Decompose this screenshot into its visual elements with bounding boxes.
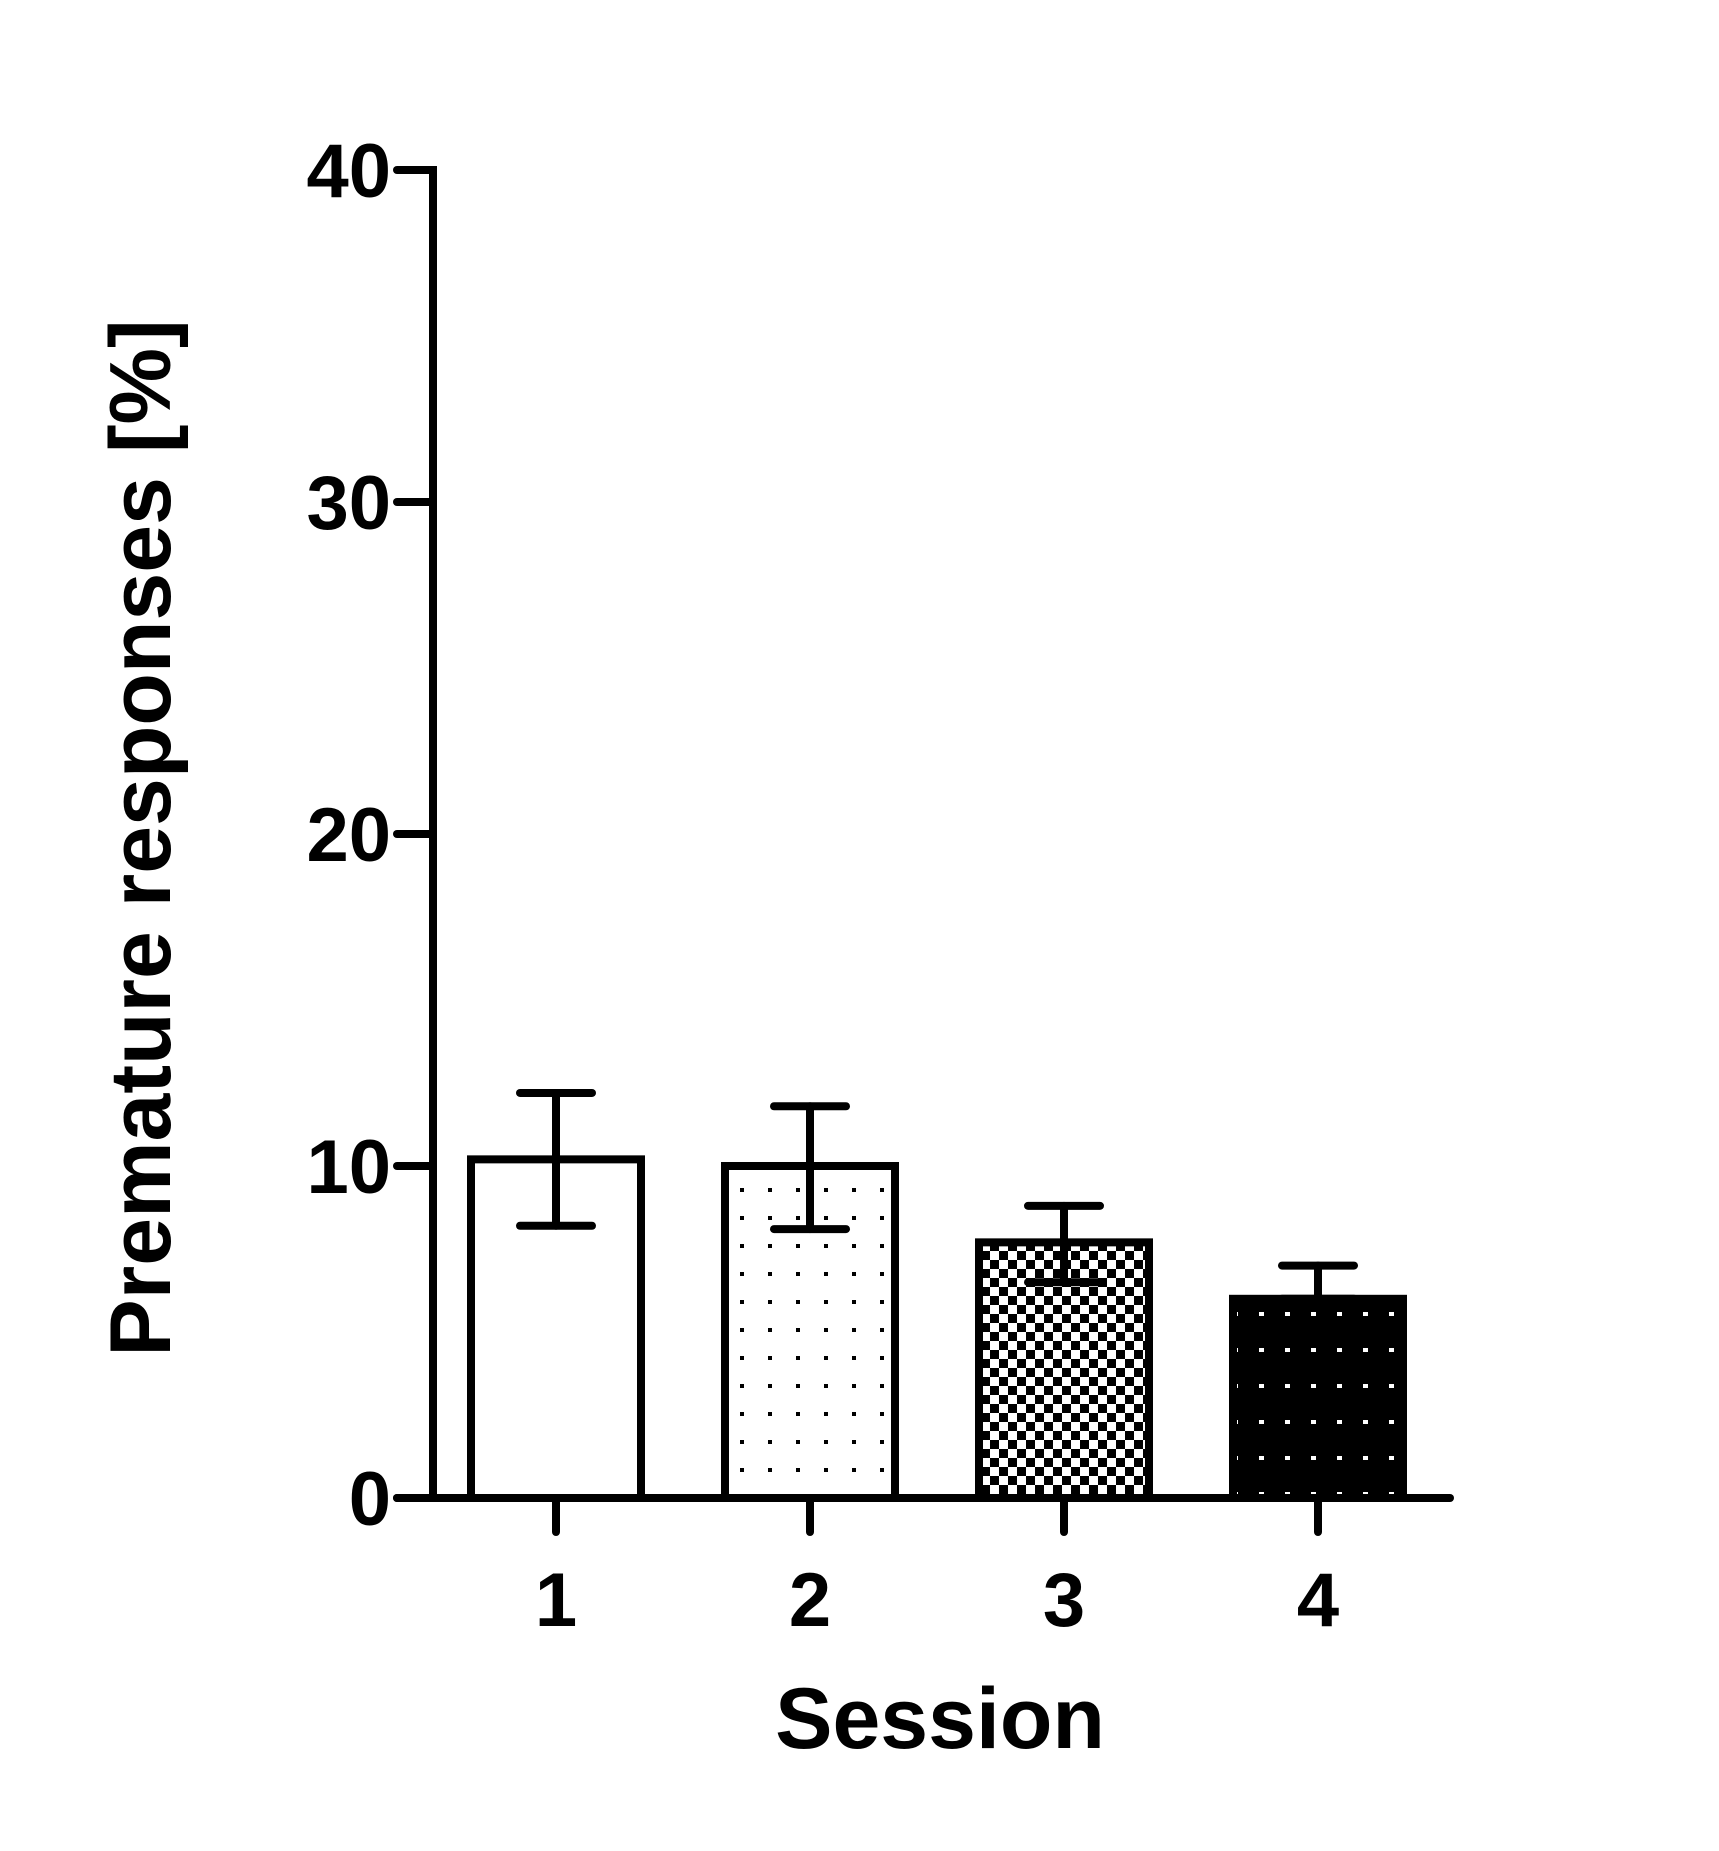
x-tick-labels: 1 2 3 4	[535, 1558, 1339, 1643]
x-axis-label: Session	[775, 1671, 1105, 1767]
y-tick-labels: 0 10 20 30 40	[306, 129, 391, 1542]
y-axis	[393, 166, 437, 1502]
error-bar	[1024, 1201, 1104, 1287]
y-axis-label: Premature responses [%]	[93, 319, 189, 1356]
bar	[1229, 1294, 1407, 1503]
y-tick-label: 20	[306, 793, 391, 878]
x-tick-label: 2	[789, 1558, 831, 1643]
error-bars-layer	[516, 1088, 1358, 1303]
x-tick-label: 3	[1043, 1558, 1085, 1643]
y-tick-label: 30	[306, 461, 391, 546]
error-bar	[770, 1102, 850, 1234]
error-bar	[1278, 1261, 1358, 1303]
y-tick-label: 40	[306, 129, 391, 214]
bars-layer	[467, 1155, 1407, 1503]
x-tick-label: 4	[1297, 1558, 1339, 1643]
error-bar	[516, 1088, 596, 1230]
x-axis	[393, 1494, 1454, 1536]
y-tick-label: 10	[306, 1125, 391, 1210]
y-tick-label: 0	[349, 1457, 391, 1542]
x-tick-label: 1	[535, 1558, 577, 1643]
